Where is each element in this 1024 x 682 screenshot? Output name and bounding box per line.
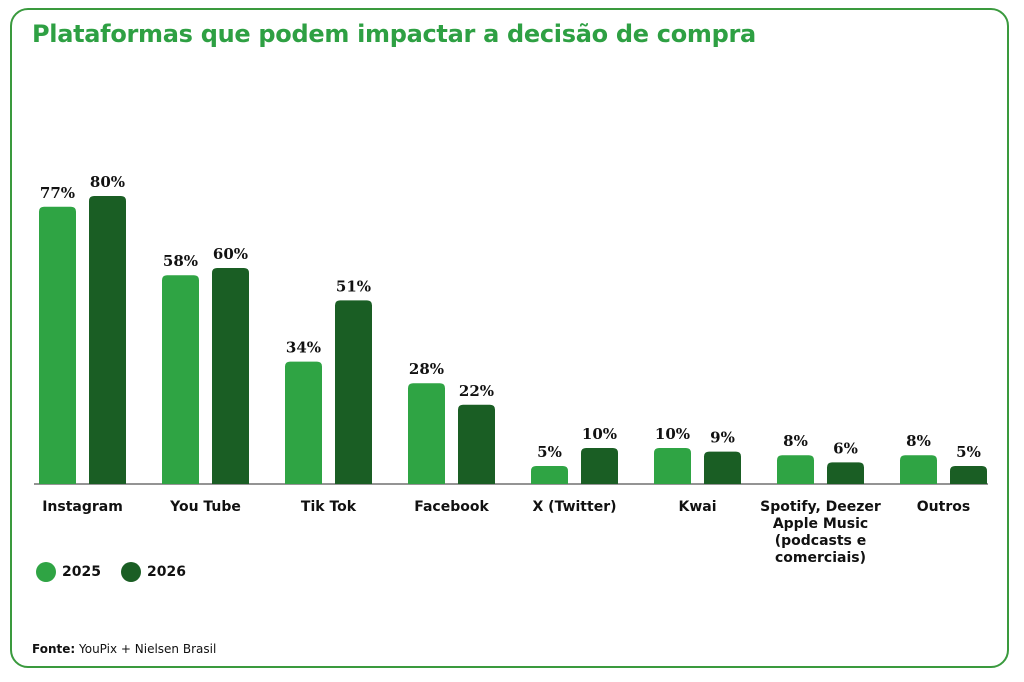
data-label-2025-1: 58% [163,252,198,270]
bar-2026-0 [89,196,126,484]
bar-2026-3 [458,404,495,484]
category-label-1-0: You Tube [169,499,241,515]
data-label-2026-2: 51% [336,277,371,295]
data-label-2026-5: 9% [710,429,735,447]
category-label-6-0: Spotify, Deezer [760,499,881,515]
data-label-2026-6: 6% [833,439,858,457]
source-text: YouPix + Nielsen Brasil [75,642,217,656]
category-label-4-0: X (Twitter) [533,499,617,515]
bar-2025-2 [285,361,322,484]
data-label-2026-1: 60% [213,245,248,263]
data-label-2025-7: 8% [906,432,931,450]
bar-2025-6 [777,455,814,484]
category-label-0-0: Instagram [42,499,123,515]
bar-2026-6 [827,462,864,484]
category-label-3-0: Facebook [414,499,489,515]
data-label-2026-7: 5% [956,443,981,461]
category-label-7-0: Outros [917,499,970,515]
data-label-2026-3: 22% [459,382,494,400]
legend-item-2026: 2026 [120,562,186,582]
source-note: Fonte: YouPix + Nielsen Brasil [32,642,216,656]
legend: 2025 2026 [36,562,206,582]
bars-group: 77% 80% Instagram 58% 60% You Tube 34% 51% Tik T… [39,173,987,566]
bar-2025-1 [162,275,199,484]
bar-2026-5 [704,451,741,484]
bar-2025-7 [900,455,937,484]
data-label-2025-4: 5% [537,443,562,461]
bar-2026-4 [581,448,618,484]
data-label-2025-3: 28% [409,360,444,378]
data-label-2026-4: 10% [582,425,617,443]
category-label-2-0: Tik Tok [301,499,357,515]
bar-2025-5 [654,448,691,484]
bar-2025-4 [531,466,568,484]
legend-swatch-2025 [36,562,56,582]
legend-item-2025: 2025 [36,562,101,582]
data-label-2025-5: 10% [655,425,690,443]
legend-swatch-2026 [120,562,141,582]
legend-label-2026: 2026 [146,564,186,580]
source-label: Fonte: [32,642,76,656]
bar-2026-1 [212,268,249,484]
legend-label-2025: 2025 [62,564,101,580]
category-label-5-0: Kwai [678,499,716,515]
bar-2025-3 [408,383,445,484]
bar-2026-2 [335,300,372,484]
bar-2025-0 [39,206,76,485]
category-label-6-2: (podcasts e [775,533,867,549]
category-label-6-3: comerciais) [775,550,866,566]
bar-2026-7 [950,466,987,484]
data-label-2025-2: 34% [286,339,321,357]
chart-title: Plataformas que podem impactar a decisão… [32,20,756,48]
data-label-2026-0: 80% [90,173,125,191]
category-label-6-1: Apple Music [773,516,868,532]
data-label-2025-6: 8% [783,432,808,450]
data-label-2025-0: 77% [40,184,75,202]
